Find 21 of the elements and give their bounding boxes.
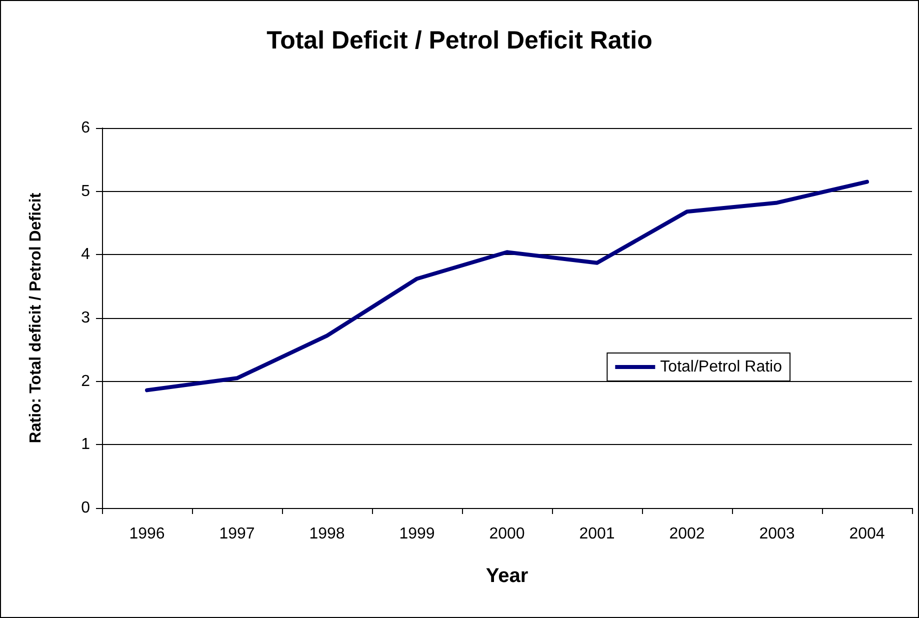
y-tick-label: 6 <box>81 120 90 136</box>
x-tick-label: 1999 <box>399 526 435 542</box>
line-series <box>145 180 869 392</box>
x-tick-label: 1996 <box>129 526 165 542</box>
y-tick-label: 3 <box>81 310 90 326</box>
x-tick-label: 2003 <box>759 526 795 542</box>
x-tick-label: 2000 <box>489 526 525 542</box>
y-axis-title: Ratio: Total deficit / Petrol Deficit <box>28 192 44 444</box>
legend-label: Total/Petrol Ratio <box>660 358 782 376</box>
y-tick-label: 5 <box>81 182 90 200</box>
y-tick-label: 2 <box>81 372 90 390</box>
y-tick-label: 0 <box>81 500 90 516</box>
x-tick-label: 2002 <box>669 526 705 542</box>
x-tick-label: 2001 <box>579 526 615 542</box>
x-tick-label: 1997 <box>219 526 255 542</box>
x-tick-label: 2004 <box>849 526 885 542</box>
x-axis-title: Year <box>486 565 528 587</box>
y-tick-label: 4 <box>81 246 90 264</box>
y-tick-label: 1 <box>81 436 90 454</box>
chart-title: Total Deficit / Petrol Deficit Ratio <box>266 26 652 54</box>
x-tick-label: 1998 <box>309 526 345 542</box>
